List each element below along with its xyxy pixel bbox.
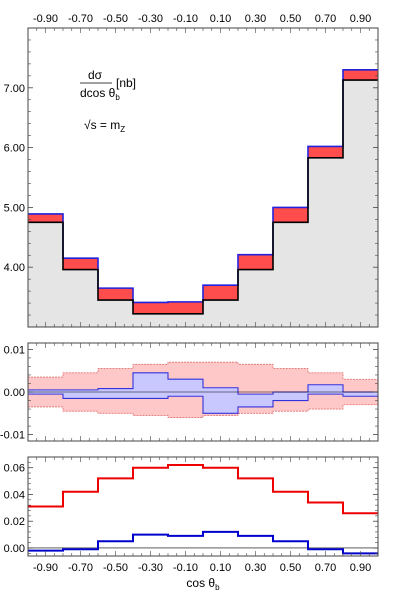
annotation-energy: √s = mZ bbox=[84, 118, 125, 134]
x-tick-label-top: -0.90 bbox=[33, 13, 58, 25]
lower-histogram-fill bbox=[28, 80, 378, 327]
y-tick-label: 5.00 bbox=[4, 202, 25, 214]
red-histogram-line bbox=[28, 464, 378, 515]
x-tick-label-top: 0.30 bbox=[245, 13, 266, 25]
y-tick-label: 0.02 bbox=[4, 516, 25, 528]
cross-section-axes: 4.00 5.00 6.00 7.00 -0.90 -0.70 -0.50 -0.30 -0.1… bbox=[4, 13, 379, 328]
x-tick-label-top: 0.10 bbox=[210, 13, 231, 25]
y-tick-label: 0.06 bbox=[4, 463, 25, 475]
y-tick-label: 0.04 bbox=[4, 489, 25, 501]
blue-band-bar bbox=[98, 388, 133, 399]
uncertainty-plot-area bbox=[28, 361, 378, 418]
annotation-denominator: dcos θb bbox=[80, 86, 120, 102]
y-tick-label: 0.01 bbox=[4, 344, 25, 356]
red-band-bar bbox=[273, 368, 308, 412]
x-axis-label: cos θb bbox=[186, 576, 220, 592]
blue-band-bar bbox=[308, 384, 343, 395]
band-bar bbox=[273, 207, 308, 223]
blue-band-bar bbox=[273, 392, 308, 401]
x-tick-label-top: -0.70 bbox=[68, 13, 93, 25]
red-band-upper-line bbox=[28, 361, 378, 380]
x-tick-label-bottom: 0.90 bbox=[350, 562, 371, 574]
band-bar bbox=[343, 69, 378, 81]
annotation-unit: [nb] bbox=[116, 76, 136, 90]
blue-band-bar bbox=[343, 392, 378, 397]
x-tick-label-bottom: 0.10 bbox=[210, 562, 231, 574]
x-tick-label-top: 0.70 bbox=[315, 13, 336, 25]
band-bar bbox=[238, 254, 273, 270]
blue-band-lower-line bbox=[28, 393, 378, 414]
x-tick-label-top: 0.50 bbox=[280, 13, 301, 25]
cross-section-annotation: dσ dcos θb [nb] √s = mZ bbox=[80, 68, 136, 134]
x-tick-label-bottom: 0.50 bbox=[280, 562, 301, 574]
annotation-numerator: dσ bbox=[88, 68, 103, 82]
band-bar bbox=[203, 285, 238, 301]
blue-band-bar bbox=[238, 394, 273, 407]
x-tick-label-bottom: 0.30 bbox=[245, 562, 266, 574]
cross-section-plot-area bbox=[28, 69, 378, 327]
blue-band-upper-line bbox=[28, 372, 378, 395]
y-tick-label: 6.00 bbox=[4, 143, 25, 155]
x-tick-label-top: -0.30 bbox=[138, 13, 163, 25]
x-tick-label-bottom: -0.70 bbox=[68, 562, 93, 574]
corrections-axes: 0.00 0.02 0.04 0.06 -0.90 -0.70 -0.50 -0.30 -0.1… bbox=[4, 456, 379, 574]
x-tick-label-bottom: -0.90 bbox=[33, 562, 58, 574]
y-tick-label: -0.01 bbox=[0, 430, 25, 442]
y-tick-label: 4.00 bbox=[4, 262, 25, 274]
band-bar bbox=[308, 146, 343, 158]
y-tick-label: 0.00 bbox=[4, 543, 25, 555]
x-tick-label-top: 0.90 bbox=[350, 13, 371, 25]
band-bar bbox=[63, 258, 98, 270]
band-bar bbox=[133, 302, 168, 314]
blue-band-bar bbox=[168, 379, 203, 397]
blue-band-bar bbox=[203, 387, 238, 414]
blue-band-bar bbox=[133, 372, 168, 399]
cross-section-panel: 4.00 5.00 6.00 7.00 -0.90 -0.70 -0.50 -0.30 -0.1… bbox=[4, 13, 379, 328]
blue-histogram-line bbox=[28, 530, 378, 555]
plot-frame bbox=[27, 456, 379, 557]
band-bar bbox=[28, 213, 63, 223]
y-tick-label: 7.00 bbox=[4, 83, 25, 95]
x-tick-label-bottom: 0.70 bbox=[315, 562, 336, 574]
upper-histogram-line bbox=[28, 69, 378, 304]
x-tick-label-top: -0.10 bbox=[173, 13, 198, 25]
band-bar bbox=[98, 288, 133, 301]
uncertainty-panel: -0.01 0.00 0.01 bbox=[0, 342, 379, 442]
red-band-lower-line bbox=[28, 404, 378, 418]
x-tick-label-bottom: -0.10 bbox=[173, 562, 198, 574]
x-tick-label-bottom: -0.50 bbox=[103, 562, 128, 574]
y-tick-label: 0.00 bbox=[4, 387, 25, 399]
corrections-panel: 0.00 0.02 0.04 0.06 -0.90 -0.70 -0.50 -0.30 -0.1… bbox=[4, 456, 379, 574]
blue-band-bar bbox=[63, 389, 98, 399]
x-tick-label-bottom: -0.30 bbox=[138, 562, 163, 574]
x-tick-label-top: -0.50 bbox=[103, 13, 128, 25]
corrections-plot-area bbox=[28, 464, 378, 555]
lower-histogram-line bbox=[28, 79, 378, 315]
uncertainty-axes: -0.01 0.00 0.01 bbox=[0, 342, 379, 442]
band-bar bbox=[168, 301, 203, 314]
